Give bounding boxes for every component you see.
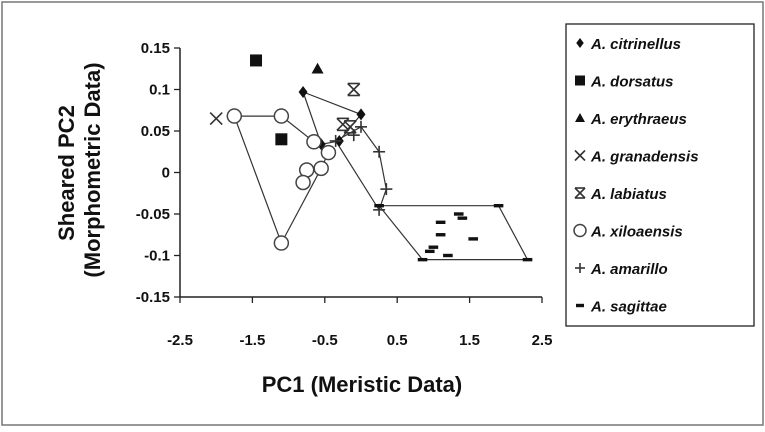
data-point	[320, 144, 337, 161]
legend-item: A. sagittae	[576, 299, 667, 316]
triangle-shape	[311, 62, 324, 74]
circle-shape	[573, 223, 587, 238]
data-point	[273, 108, 290, 124]
legend-item: A. dorsatus	[575, 74, 674, 91]
circle-shape	[313, 160, 329, 177]
asterisk-stroke	[343, 120, 357, 134]
x-tick-label: 0.5	[387, 332, 408, 349]
data-point	[313, 160, 329, 177]
series-markers	[329, 120, 393, 216]
series-markers	[226, 108, 337, 251]
marker-diamond	[576, 38, 584, 48]
y-tick-label: 0.05	[141, 123, 170, 140]
data-point	[306, 134, 322, 150]
circle-shape	[273, 108, 290, 124]
hull-outline	[334, 126, 387, 212]
legend-label: A. erythraeus	[590, 111, 687, 128]
data-point	[209, 111, 223, 126]
diamond-shape	[576, 38, 584, 48]
data-point	[355, 120, 367, 133]
marker-x	[574, 149, 586, 162]
x-tick-label: 2.5	[532, 332, 553, 349]
marker-plus	[575, 263, 585, 273]
legend-label: A. sagittae	[590, 299, 667, 316]
y-axis-title-line-1: Sheared PC2	[54, 105, 79, 241]
legend-label: A. xiloaensis	[590, 224, 683, 241]
marker-square	[575, 75, 585, 86]
x-axis-ticks: -2.5 -1.5 -0.5 0.5 1.5 2.5	[167, 297, 552, 349]
circle-shape	[320, 144, 337, 161]
data-point	[295, 174, 311, 191]
y-axis-title: Sheared PC2 (Morphometric Data)	[54, 62, 105, 277]
asterisk-stroke	[347, 82, 361, 97]
circle-shape	[273, 235, 290, 251]
marker-circle	[573, 223, 587, 238]
y-tick-label: 0.15	[141, 40, 170, 57]
data-point	[380, 183, 393, 196]
x-tick-label: -0.5	[312, 332, 338, 349]
x-tick-label: -2.5	[167, 332, 193, 349]
x-stroke	[574, 149, 586, 162]
data-point	[347, 82, 361, 97]
data-point	[329, 134, 342, 147]
square-shape	[575, 75, 585, 86]
marker-asterisk	[574, 187, 586, 199]
data-point	[311, 62, 324, 74]
legend-item: A. xiloaensis	[573, 223, 683, 241]
diamond-shape	[298, 85, 308, 98]
series-markers	[209, 111, 223, 126]
data-point	[226, 108, 243, 124]
data-point	[373, 145, 386, 158]
y-axis-title-line-2: (Morphometric Data)	[80, 62, 105, 277]
y-tick-label: -0.15	[136, 289, 170, 306]
legend-item: A. labiatus	[574, 186, 667, 203]
y-axis-ticks: 0.15 0.1 0.05 0 -0.05 -0.1 -0.15	[136, 40, 180, 306]
y-tick-label: 0.1	[149, 82, 170, 99]
x-tick-label: 1.5	[459, 332, 480, 349]
triangle-shape	[575, 113, 585, 122]
series-markers	[311, 62, 324, 74]
series-markers	[250, 54, 288, 146]
diamond-shape	[356, 108, 366, 121]
circle-shape	[306, 134, 322, 150]
legend: A. citrinellus A. dorsatus A. erythraeus A.…	[565, 23, 755, 327]
x-axis-title: PC1 (Meristic Data)	[262, 372, 463, 397]
legend-label: A. dorsatus	[590, 74, 674, 91]
marker-triangle	[575, 113, 585, 122]
legend-label: A. citrinellus	[590, 36, 681, 53]
data-point	[250, 54, 263, 67]
legend-item: A. amarillo	[575, 261, 668, 278]
legend-box	[565, 23, 755, 327]
circle-shape	[295, 174, 311, 191]
legend-label: A. amarillo	[590, 261, 668, 278]
legend-item: A. granadensis	[574, 149, 699, 166]
data-point	[273, 235, 290, 251]
y-tick-label: -0.05	[136, 206, 170, 223]
legend-item: A. citrinellus	[576, 36, 681, 53]
data-point	[298, 85, 308, 98]
data-point	[347, 129, 360, 142]
square-shape	[250, 54, 263, 67]
data-point	[356, 108, 366, 121]
legend-label: A. labiatus	[590, 186, 667, 203]
data-markers	[209, 54, 533, 262]
square-shape	[275, 133, 288, 146]
x-stroke	[209, 111, 223, 126]
y-tick-label: 0	[162, 165, 170, 182]
legend-item: A. erythraeus	[575, 111, 687, 128]
x-tick-label: -1.5	[239, 332, 265, 349]
y-tick-label: -0.1	[144, 248, 170, 265]
circle-shape	[226, 108, 243, 124]
asterisk-stroke	[574, 187, 586, 199]
data-point	[275, 133, 288, 146]
legend-label: A. granadensis	[590, 149, 699, 166]
series-markers	[374, 203, 533, 262]
